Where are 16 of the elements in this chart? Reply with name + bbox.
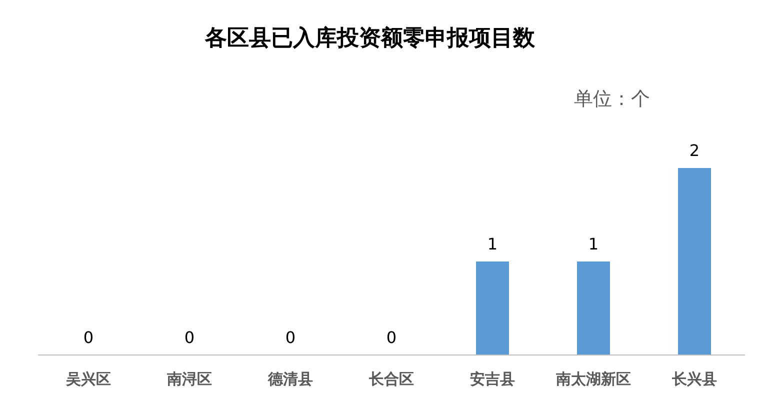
x-tick-label: 长兴县 [671,370,717,388]
x-tick-label: 南太湖新区 [555,370,631,388]
x-tick-label: 德清县 [267,370,313,388]
data-label: 2 [689,141,700,160]
data-label: 0 [184,328,195,347]
data-label: 0 [386,328,397,347]
x-tick-label: 南浔区 [166,370,212,388]
x-tick-label: 长合区 [368,370,414,388]
data-label: 0 [83,328,94,347]
data-label: 0 [285,328,296,347]
chart-title: 各区县已入库投资额零申报项目数 [204,25,536,51]
text: 单位：个 [574,88,650,110]
data-label: 1 [588,234,599,254]
x-tick-label: 吴兴区 [65,370,111,388]
x-tick-label: 安吉县 [470,370,515,388]
data-label: 1 [487,234,498,254]
